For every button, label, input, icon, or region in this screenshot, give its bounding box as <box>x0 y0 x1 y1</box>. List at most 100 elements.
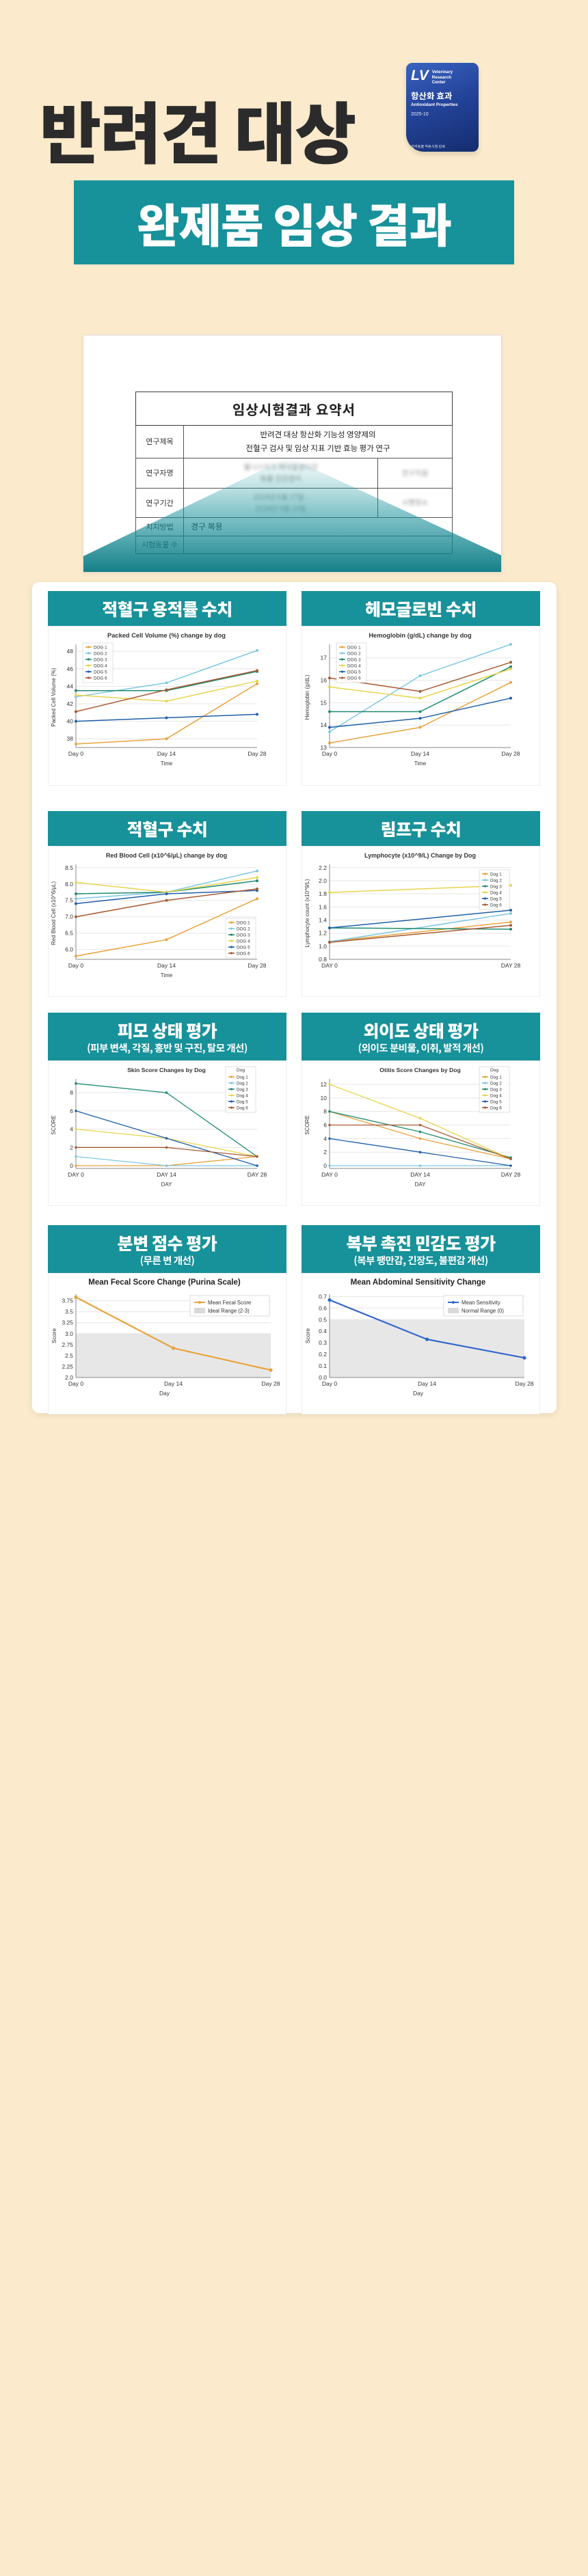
svg-text:2.5: 2.5 <box>65 1352 73 1359</box>
svg-text:2.0: 2.0 <box>319 877 327 884</box>
svg-text:DOG 4: DOG 4 <box>237 940 250 944</box>
svg-text:4: 4 <box>323 1136 327 1142</box>
svg-text:1.0: 1.0 <box>319 943 327 950</box>
svg-text:Day 0: Day 0 <box>68 750 83 757</box>
svg-text:1.6: 1.6 <box>319 904 327 911</box>
svg-text:Packed Cell Volume (%): Packed Cell Volume (%) <box>51 668 57 727</box>
svg-text:DOG 3: DOG 3 <box>347 658 361 663</box>
svg-text:Dog 1: Dog 1 <box>490 1075 502 1080</box>
svg-text:Mean Sensitivity: Mean Sensitivity <box>462 1300 500 1306</box>
svg-text:Dog 3: Dog 3 <box>490 885 502 890</box>
svg-text:SCORE: SCORE <box>304 1116 310 1135</box>
svg-text:Dog 5: Dog 5 <box>237 1100 248 1105</box>
svg-text:1.2: 1.2 <box>319 930 327 937</box>
svg-text:Day: Day <box>159 1390 170 1397</box>
svg-text:Mean Fecal Score Change (Purin: Mean Fecal Score Change (Purina Scale) <box>88 1278 241 1287</box>
svg-text:2.75: 2.75 <box>62 1341 73 1348</box>
svg-text:6: 6 <box>323 1122 327 1129</box>
svg-text:Day 28: Day 28 <box>516 1380 534 1387</box>
svg-text:DOG 1: DOG 1 <box>347 646 361 650</box>
svg-text:0.6: 0.6 <box>319 1305 327 1312</box>
svg-text:Hemoglobin (g/dL): Hemoglobin (g/dL) <box>304 675 310 720</box>
svg-text:Skin Score Changes by Dog: Skin Score Changes by Dog <box>127 1067 206 1073</box>
svg-text:12: 12 <box>321 1081 328 1088</box>
svg-text:Packed Cell Volume (%) change: Packed Cell Volume (%) change by dog <box>107 632 226 639</box>
svg-text:Day: Day <box>413 1390 424 1397</box>
svg-text:Time: Time <box>161 761 173 767</box>
svg-text:3.5: 3.5 <box>65 1308 73 1315</box>
svg-text:8: 8 <box>323 1108 327 1115</box>
svg-text:Day 28: Day 28 <box>502 750 520 757</box>
svg-text:DOG 5: DOG 5 <box>347 670 361 675</box>
svg-text:15: 15 <box>321 700 328 707</box>
svg-text:Time: Time <box>414 761 427 767</box>
svg-text:Day 14: Day 14 <box>411 750 429 757</box>
svg-text:SCORE: SCORE <box>51 1116 57 1135</box>
svg-text:DOG 1: DOG 1 <box>94 646 107 650</box>
svg-text:DOG 4: DOG 4 <box>347 664 361 669</box>
svg-text:DOG 2: DOG 2 <box>237 927 250 932</box>
svg-text:Red Blood Cell (x10^6/μL) chan: Red Blood Cell (x10^6/μL) change by dog <box>106 852 227 859</box>
svg-text:DOG 5: DOG 5 <box>94 670 107 675</box>
svg-text:Dog 1: Dog 1 <box>237 1075 248 1080</box>
svg-text:Dog 1: Dog 1 <box>490 873 502 877</box>
svg-text:38: 38 <box>67 735 74 742</box>
svg-text:8.0: 8.0 <box>65 881 73 888</box>
svg-text:DAY: DAY <box>415 1181 427 1188</box>
svg-text:14: 14 <box>321 722 328 728</box>
svg-text:6.5: 6.5 <box>65 930 73 937</box>
svg-text:Day 0: Day 0 <box>322 1380 337 1387</box>
svg-text:DOG 5: DOG 5 <box>237 946 250 950</box>
svg-text:Normal Range (0): Normal Range (0) <box>462 1308 504 1314</box>
svg-text:Dog: Dog <box>237 1068 245 1073</box>
svg-text:DAY 28: DAY 28 <box>501 1171 521 1178</box>
svg-text:DOG 6: DOG 6 <box>237 952 250 957</box>
svg-text:0.4: 0.4 <box>319 1328 327 1335</box>
svg-text:DOG 1: DOG 1 <box>237 921 250 926</box>
svg-text:DOG 6: DOG 6 <box>94 676 107 681</box>
svg-text:Dog 3: Dog 3 <box>237 1088 248 1093</box>
svg-text:10: 10 <box>321 1095 328 1101</box>
svg-text:Dog 4: Dog 4 <box>490 1094 502 1099</box>
svg-text:3.0: 3.0 <box>65 1330 73 1337</box>
svg-text:Dog 4: Dog 4 <box>490 891 502 896</box>
svg-text:6.0: 6.0 <box>65 946 73 953</box>
svg-text:Day 14: Day 14 <box>157 962 176 969</box>
svg-text:Dog 6: Dog 6 <box>237 1106 248 1111</box>
svg-text:DOG 6: DOG 6 <box>347 676 361 681</box>
svg-text:Dog 2: Dog 2 <box>490 1082 502 1086</box>
svg-text:Day 28: Day 28 <box>262 1380 280 1387</box>
svg-text:0.7: 0.7 <box>319 1293 327 1300</box>
svg-text:Time: Time <box>161 972 173 978</box>
svg-text:0.1: 0.1 <box>319 1362 327 1369</box>
svg-text:Dog 4: Dog 4 <box>237 1094 248 1099</box>
svg-text:Mean Abdominal Sensitivity Cha: Mean Abdominal Sensitivity Change <box>351 1278 486 1287</box>
svg-text:7.0: 7.0 <box>65 914 73 920</box>
svg-text:6: 6 <box>70 1108 73 1114</box>
svg-text:Lymphocyte count (x10^9/L): Lymphocyte count (x10^9/L) <box>304 879 310 947</box>
svg-text:Lymphocyte (x10^9/L) Change by: Lymphocyte (x10^9/L) Change by Dog <box>364 852 476 859</box>
svg-text:46: 46 <box>67 666 74 672</box>
svg-text:7.5: 7.5 <box>65 897 73 904</box>
svg-text:Dog: Dog <box>490 1068 498 1073</box>
svg-text:Score: Score <box>51 1328 57 1343</box>
svg-text:DOG 2: DOG 2 <box>94 652 107 657</box>
svg-text:Mean Fecal Score: Mean Fecal Score <box>208 1300 251 1306</box>
svg-text:Day 14: Day 14 <box>164 1380 183 1387</box>
svg-text:DAY 28: DAY 28 <box>248 1171 267 1178</box>
svg-text:40: 40 <box>67 718 74 725</box>
svg-text:44: 44 <box>67 683 74 690</box>
svg-text:3.75: 3.75 <box>62 1298 73 1304</box>
svg-text:2: 2 <box>70 1145 73 1151</box>
svg-text:Day 28: Day 28 <box>248 962 267 969</box>
svg-text:17: 17 <box>321 655 328 661</box>
svg-text:Day 0: Day 0 <box>68 1380 83 1387</box>
svg-text:Dog 5: Dog 5 <box>490 1100 502 1105</box>
svg-text:Dog 5: Dog 5 <box>490 897 502 902</box>
svg-text:Ideal Range (2-3): Ideal Range (2-3) <box>208 1308 250 1314</box>
svg-text:DAY 0: DAY 0 <box>68 1171 84 1178</box>
svg-text:Hemoglobin (g/dL) change by do: Hemoglobin (g/dL) change by dog <box>369 632 472 639</box>
svg-text:2.25: 2.25 <box>62 1363 73 1370</box>
svg-text:Score: Score <box>304 1328 311 1343</box>
svg-text:1.4: 1.4 <box>319 917 327 924</box>
